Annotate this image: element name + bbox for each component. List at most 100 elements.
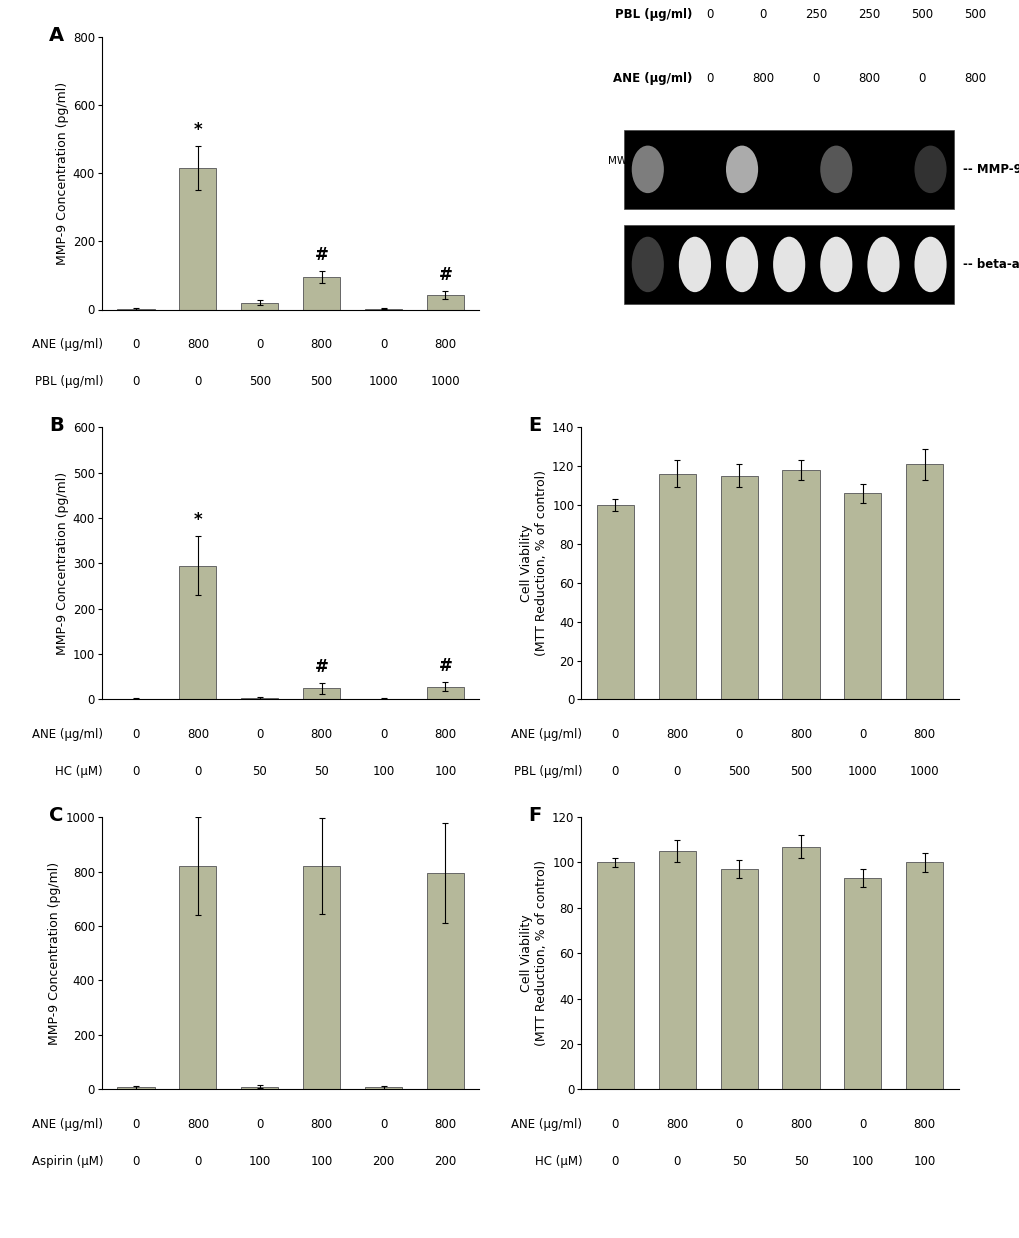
Text: 0: 0 xyxy=(132,765,140,777)
Bar xyxy=(179,867,216,1089)
Text: MW: MW xyxy=(607,156,627,166)
Text: 800: 800 xyxy=(964,72,985,84)
Ellipse shape xyxy=(726,146,757,193)
Y-axis label: Cell Viability
(MTT Reduction, % of control): Cell Viability (MTT Reduction, % of cont… xyxy=(520,470,547,656)
Text: ANE (μg/ml): ANE (μg/ml) xyxy=(32,1118,103,1130)
Text: F: F xyxy=(528,806,541,826)
Text: C: C xyxy=(49,806,63,826)
Bar xyxy=(782,470,819,699)
Bar xyxy=(179,566,216,699)
Text: 0: 0 xyxy=(132,338,140,350)
Text: PBL (μg/ml): PBL (μg/ml) xyxy=(514,765,582,777)
Text: 0: 0 xyxy=(705,72,713,84)
Text: 0: 0 xyxy=(918,72,925,84)
Y-axis label: Cell Viability
(MTT Reduction, % of control): Cell Viability (MTT Reduction, % of cont… xyxy=(520,860,547,1046)
Ellipse shape xyxy=(819,236,852,292)
Text: 0: 0 xyxy=(758,9,766,21)
Text: 100: 100 xyxy=(249,1155,271,1167)
Text: PBL (μg/ml): PBL (μg/ml) xyxy=(35,375,103,387)
Bar xyxy=(658,852,695,1089)
Bar xyxy=(844,493,880,699)
Text: 0: 0 xyxy=(194,1155,202,1167)
Text: 0: 0 xyxy=(132,1155,140,1167)
Ellipse shape xyxy=(772,236,804,292)
Text: #: # xyxy=(438,266,451,285)
Ellipse shape xyxy=(819,146,852,193)
Text: 0: 0 xyxy=(379,728,387,740)
Text: 0: 0 xyxy=(194,765,202,777)
Text: 100: 100 xyxy=(372,765,394,777)
Text: *: * xyxy=(194,511,202,530)
Text: 0: 0 xyxy=(132,375,140,387)
Ellipse shape xyxy=(679,236,710,292)
Text: 200: 200 xyxy=(372,1155,394,1167)
Text: 0: 0 xyxy=(735,1118,742,1130)
Text: *: * xyxy=(194,121,202,140)
Text: 50: 50 xyxy=(252,765,267,777)
Text: ANE (μg/ml): ANE (μg/ml) xyxy=(32,338,103,350)
Text: 0: 0 xyxy=(735,728,742,740)
Bar xyxy=(905,464,943,699)
Ellipse shape xyxy=(726,236,757,292)
Text: 0: 0 xyxy=(256,1118,263,1130)
Text: E: E xyxy=(528,416,541,436)
Bar xyxy=(844,879,880,1089)
Text: #: # xyxy=(315,246,328,264)
Text: 0: 0 xyxy=(256,728,263,740)
Bar xyxy=(365,1087,401,1089)
Text: Aspirin (μM): Aspirin (μM) xyxy=(32,1155,103,1167)
Text: 0: 0 xyxy=(705,9,713,21)
Text: 50: 50 xyxy=(731,1155,746,1167)
Text: 100: 100 xyxy=(913,1155,935,1167)
Text: 0: 0 xyxy=(132,728,140,740)
Ellipse shape xyxy=(866,236,899,292)
Text: ANE (μg/ml): ANE (μg/ml) xyxy=(612,72,692,84)
Text: 800: 800 xyxy=(665,1118,688,1130)
Text: 800: 800 xyxy=(186,1118,209,1130)
Bar xyxy=(426,873,464,1089)
Text: 800: 800 xyxy=(186,338,209,350)
Text: 50: 50 xyxy=(793,1155,808,1167)
Text: 500: 500 xyxy=(789,765,811,777)
Y-axis label: MMP-9 Concentration (pg/ml): MMP-9 Concentration (pg/ml) xyxy=(56,472,68,655)
Text: HC (μM): HC (μM) xyxy=(534,1155,582,1167)
Text: 100: 100 xyxy=(851,1155,873,1167)
Text: 800: 800 xyxy=(434,728,455,740)
Text: 800: 800 xyxy=(913,728,934,740)
Text: 800: 800 xyxy=(913,1118,934,1130)
Text: 500: 500 xyxy=(910,9,932,21)
Text: #: # xyxy=(438,657,451,676)
Text: 800: 800 xyxy=(186,728,209,740)
Y-axis label: MMP-9 Concentration (pg/ml): MMP-9 Concentration (pg/ml) xyxy=(48,862,61,1045)
Text: 800: 800 xyxy=(789,1118,811,1130)
Text: PBL (μg/ml): PBL (μg/ml) xyxy=(614,9,692,21)
Text: 800: 800 xyxy=(434,338,455,350)
Text: -- MMP-9: -- MMP-9 xyxy=(962,163,1019,176)
Text: B: B xyxy=(49,416,64,436)
Bar xyxy=(303,277,340,310)
Bar xyxy=(658,474,695,699)
Text: 800: 800 xyxy=(310,728,332,740)
Text: 800: 800 xyxy=(665,728,688,740)
Text: 800: 800 xyxy=(310,1118,332,1130)
Text: 800: 800 xyxy=(434,1118,455,1130)
Text: 0: 0 xyxy=(673,765,681,777)
Bar xyxy=(905,863,943,1089)
Text: ANE (μg/ml): ANE (μg/ml) xyxy=(511,1118,582,1130)
Text: ANE (μg/ml): ANE (μg/ml) xyxy=(32,728,103,740)
Text: 200: 200 xyxy=(434,1155,457,1167)
Text: 0: 0 xyxy=(611,765,619,777)
Text: 500: 500 xyxy=(310,375,332,387)
Text: 500: 500 xyxy=(728,765,750,777)
Ellipse shape xyxy=(631,146,663,193)
Text: 1000: 1000 xyxy=(368,375,398,387)
Text: 1000: 1000 xyxy=(909,765,938,777)
Ellipse shape xyxy=(914,146,946,193)
Bar xyxy=(240,302,278,310)
Text: 1000: 1000 xyxy=(430,375,460,387)
Bar xyxy=(719,475,757,699)
Bar xyxy=(303,688,340,699)
Text: ANE (μg/ml): ANE (μg/ml) xyxy=(511,728,582,740)
Text: 500: 500 xyxy=(964,9,985,21)
Text: 800: 800 xyxy=(310,338,332,350)
